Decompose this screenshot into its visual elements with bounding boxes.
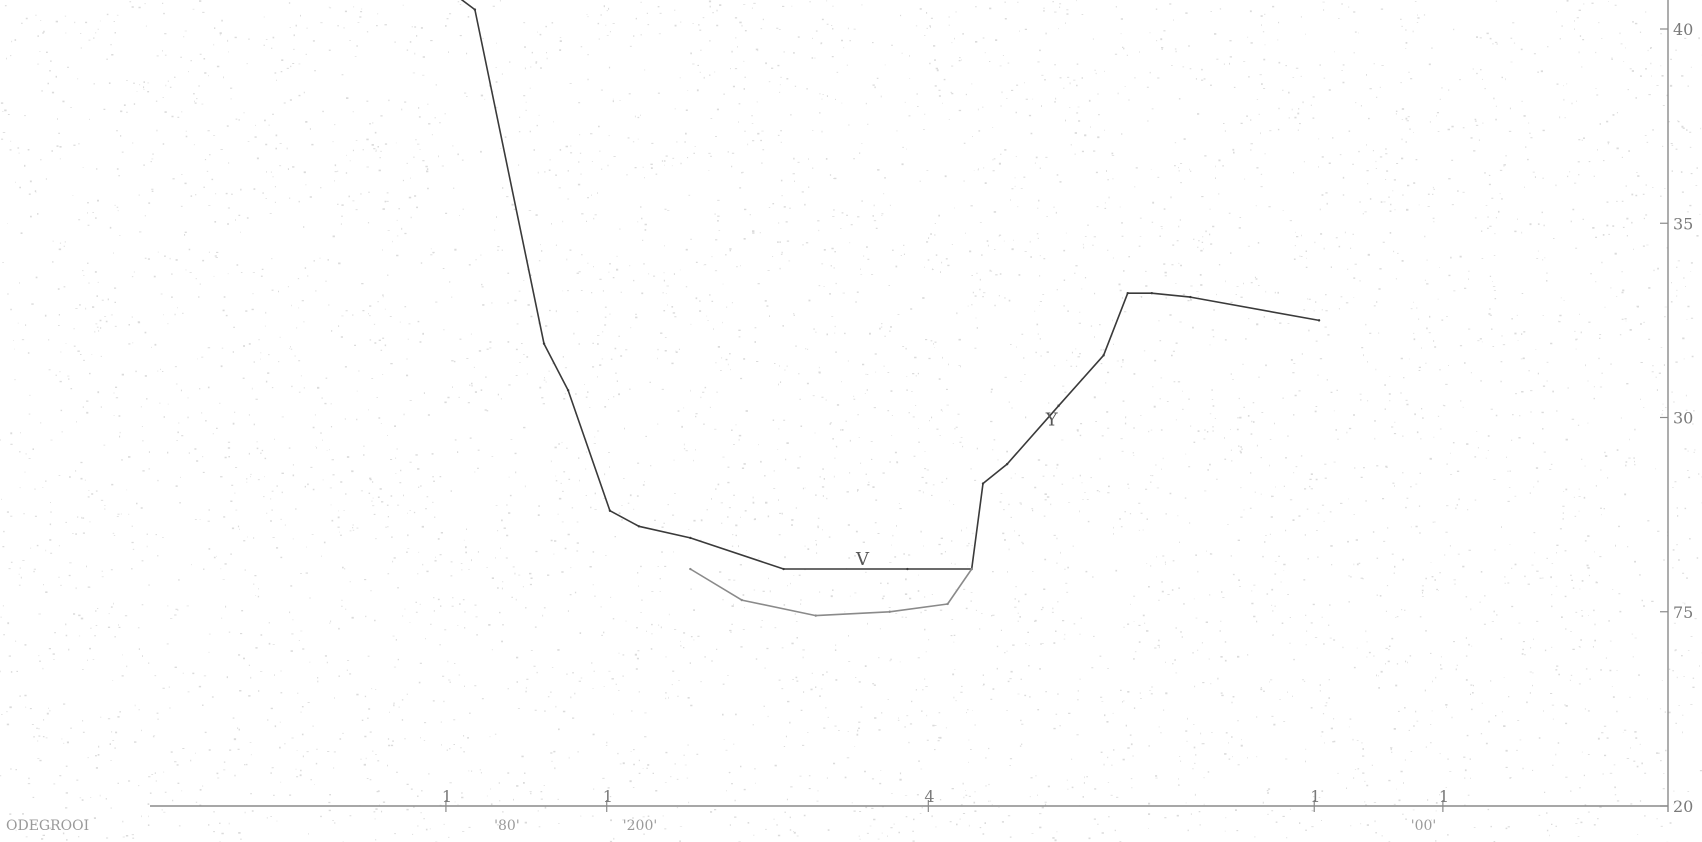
series-1-point <box>1317 319 1321 322</box>
series-lines <box>460 0 1321 617</box>
series-1-point <box>566 389 570 392</box>
series-2-point <box>740 598 743 602</box>
annotation-label: Y <box>1045 409 1059 430</box>
y-tick-label: 20 <box>1673 797 1693 816</box>
y-tick-label: 40 <box>1673 20 1693 39</box>
series-1-point <box>1150 291 1154 295</box>
annotation-label: V <box>855 549 870 570</box>
x-tick-label: 1 <box>603 787 613 806</box>
x-tick-label-bottom: '80' <box>494 818 520 834</box>
series-1-point <box>542 342 546 345</box>
series-2-point <box>946 602 949 606</box>
series-2-point <box>689 567 692 571</box>
x-tick-label-bottom: '00' <box>1411 818 1437 834</box>
x-tick-label: 1 <box>442 787 452 806</box>
axis-ticks: 20 75 30 35 40 1 1 4 1 1 ODEGROOI '80' '200' '00' <box>6 20 1693 834</box>
series-1-point <box>608 509 612 512</box>
series-1-point <box>473 8 477 11</box>
series-1-point <box>1005 462 1009 466</box>
x-tick-label-bottom: '200' <box>623 818 657 834</box>
series-2-point <box>814 614 817 617</box>
series-line-2 <box>689 568 973 617</box>
x-tick-label: 1 <box>1439 787 1449 806</box>
series-2-point <box>888 610 891 613</box>
series-1-point <box>1102 354 1105 357</box>
x-tick-label: 1 <box>1310 787 1320 806</box>
series-1-point <box>981 482 985 485</box>
series-line-1 <box>460 0 1320 570</box>
series-2-point <box>970 567 973 571</box>
series-1-point <box>782 567 785 571</box>
y-tick-label: 35 <box>1673 214 1693 233</box>
series-1-point <box>1057 404 1060 408</box>
series-1-point <box>906 567 909 571</box>
series-1-point <box>1189 295 1192 299</box>
chart-axes <box>150 0 1669 812</box>
y-tick-label: 75 <box>1673 603 1693 622</box>
series-1-point <box>637 525 641 528</box>
series-1-point <box>689 536 692 540</box>
data-labels: VY <box>855 409 1059 570</box>
y-tick-label: 30 <box>1673 409 1693 428</box>
series-1-point <box>1126 291 1129 295</box>
x-tick-label: 4 <box>924 787 934 806</box>
x-tick-label-bottom: ODEGROOI <box>6 818 89 834</box>
